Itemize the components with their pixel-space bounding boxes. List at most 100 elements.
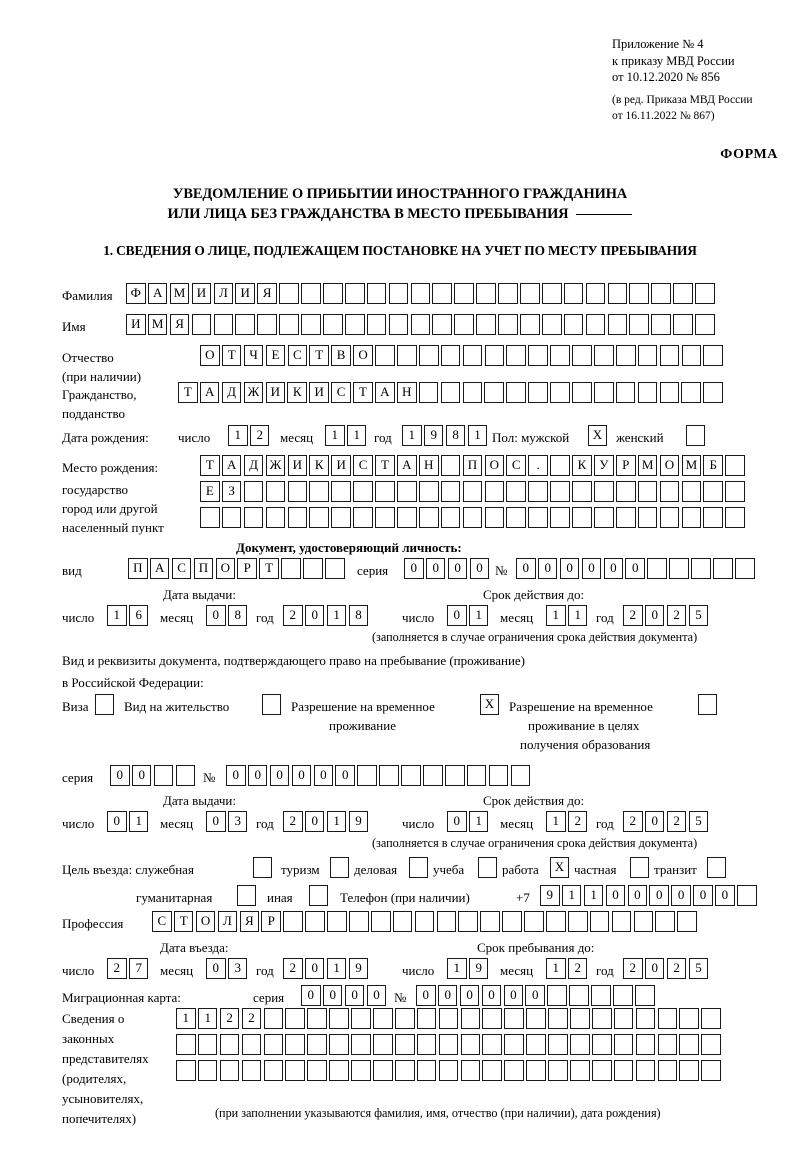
comb-cell[interactable]: М xyxy=(147,314,168,335)
comb-cell[interactable]: Я xyxy=(239,911,260,932)
comb-cell[interactable] xyxy=(550,455,570,476)
comb-cell[interactable] xyxy=(695,283,715,304)
comb-cell[interactable] xyxy=(681,382,702,403)
comb-cell[interactable] xyxy=(375,507,395,528)
comb-cell[interactable]: 0 xyxy=(301,985,321,1006)
comb-cell[interactable]: 7 xyxy=(128,958,149,979)
representatives-row-3-input[interactable] xyxy=(176,1060,721,1081)
comb-cell[interactable] xyxy=(418,382,439,403)
comb-cell[interactable] xyxy=(370,911,391,932)
comb-cell[interactable] xyxy=(613,1008,634,1029)
comb-cell[interactable]: 8 xyxy=(348,605,369,626)
comb-cell[interactable]: 1 xyxy=(583,885,604,906)
comb-cell[interactable] xyxy=(594,507,614,528)
comb-cell[interactable]: 0 xyxy=(404,558,424,579)
comb-cell[interactable]: У xyxy=(594,455,614,476)
comb-cell[interactable]: 0 xyxy=(605,885,626,906)
comb-cell[interactable] xyxy=(309,481,330,502)
comb-cell[interactable]: 2 xyxy=(567,958,588,979)
comb-cell[interactable] xyxy=(703,481,724,502)
comb-cell[interactable]: И xyxy=(191,283,212,304)
comb-cell[interactable] xyxy=(681,345,702,366)
comb-cell[interactable]: 1 xyxy=(447,958,467,979)
comb-cell[interactable]: И xyxy=(265,382,286,403)
comb-cell[interactable]: А xyxy=(221,455,242,476)
comb-cell[interactable] xyxy=(388,314,409,335)
comb-cell[interactable] xyxy=(331,507,351,528)
comb-cell[interactable]: Р xyxy=(261,911,282,932)
comb-cell[interactable] xyxy=(394,1008,415,1029)
comb-cell[interactable] xyxy=(570,1060,590,1081)
comb-cell[interactable] xyxy=(570,1034,590,1055)
comb-cell[interactable]: И xyxy=(126,314,146,335)
comb-cell[interactable] xyxy=(541,283,562,304)
comb-cell[interactable] xyxy=(657,1008,678,1029)
comb-cell[interactable] xyxy=(349,911,369,932)
comb-cell[interactable]: С xyxy=(171,558,192,579)
comb-cell[interactable] xyxy=(482,1034,503,1055)
comb-cell[interactable] xyxy=(397,481,417,502)
comb-cell[interactable] xyxy=(637,345,658,366)
comb-cell[interactable] xyxy=(440,382,461,403)
comb-cell[interactable] xyxy=(285,1060,306,1081)
comb-cell[interactable] xyxy=(701,1060,721,1081)
comb-cell[interactable]: Т xyxy=(178,382,198,403)
comb-cell[interactable]: 2 xyxy=(283,958,303,979)
comb-cell[interactable] xyxy=(659,382,680,403)
birthplace-row-3-input[interactable] xyxy=(200,507,745,528)
comb-cell[interactable] xyxy=(176,1034,196,1055)
comb-cell[interactable] xyxy=(423,765,443,786)
comb-cell[interactable] xyxy=(323,283,343,304)
comb-cell[interactable]: Ж xyxy=(265,455,286,476)
comb-cell[interactable] xyxy=(480,911,500,932)
comb-cell[interactable]: 0 xyxy=(715,885,735,906)
comb-cell[interactable] xyxy=(307,1060,327,1081)
comb-cell[interactable] xyxy=(651,283,671,304)
comb-cell[interactable] xyxy=(550,382,570,403)
comb-cell[interactable]: 0 xyxy=(107,811,127,832)
visa-checkbox[interactable] xyxy=(95,694,114,715)
comb-cell[interactable] xyxy=(510,765,531,786)
comb-cell[interactable] xyxy=(703,382,723,403)
comb-cell[interactable]: 0 xyxy=(206,958,226,979)
comb-cell[interactable] xyxy=(301,314,321,335)
comb-cell[interactable] xyxy=(703,345,724,366)
comb-cell[interactable] xyxy=(504,1034,524,1055)
comb-cell[interactable]: 9 xyxy=(468,958,489,979)
comb-cell[interactable]: 9 xyxy=(423,425,444,446)
comb-cell[interactable] xyxy=(615,382,636,403)
comb-cell[interactable] xyxy=(379,765,399,786)
comb-cell[interactable]: А xyxy=(147,283,168,304)
comb-cell[interactable]: Д xyxy=(221,382,242,403)
comb-cell[interactable] xyxy=(546,911,566,932)
comb-cell[interactable] xyxy=(388,283,409,304)
comb-cell[interactable] xyxy=(550,507,570,528)
comb-cell[interactable]: Д xyxy=(243,455,264,476)
edu-residence-checkbox[interactable] xyxy=(698,694,717,715)
comb-cell[interactable]: И xyxy=(331,455,351,476)
comb-cell[interactable]: М xyxy=(169,283,190,304)
comb-cell[interactable] xyxy=(301,283,321,304)
comb-cell[interactable]: О xyxy=(200,345,220,366)
comb-cell[interactable]: 2 xyxy=(623,605,643,626)
comb-cell[interactable] xyxy=(366,314,387,335)
comb-cell[interactable] xyxy=(462,481,483,502)
comb-cell[interactable] xyxy=(504,1060,524,1081)
comb-cell[interactable] xyxy=(651,314,671,335)
comb-cell[interactable] xyxy=(669,558,689,579)
comb-cell[interactable] xyxy=(484,507,505,528)
comb-cell[interactable]: С xyxy=(287,345,308,366)
comb-cell[interactable]: И xyxy=(235,283,256,304)
comb-cell[interactable] xyxy=(351,1034,371,1055)
comb-cell[interactable] xyxy=(550,481,570,502)
comb-cell[interactable] xyxy=(548,1034,568,1055)
comb-cell[interactable]: 0 xyxy=(344,985,365,1006)
comb-cell[interactable]: Т xyxy=(173,911,194,932)
